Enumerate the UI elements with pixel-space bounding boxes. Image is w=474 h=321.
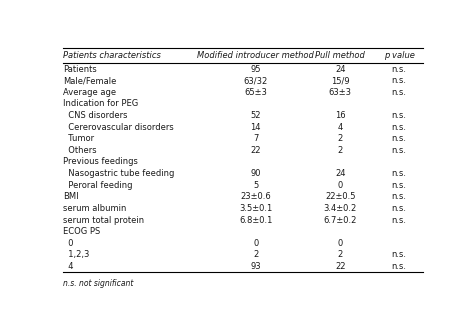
Text: 22±0.5: 22±0.5 — [325, 192, 356, 201]
Text: 3.5±0.1: 3.5±0.1 — [239, 204, 273, 213]
Text: 63/32: 63/32 — [244, 76, 268, 85]
Text: 22: 22 — [335, 262, 346, 271]
Text: 3.4±0.2: 3.4±0.2 — [324, 204, 357, 213]
Text: Tumor: Tumor — [63, 134, 94, 143]
Text: n.s.: n.s. — [392, 146, 407, 155]
Text: 14: 14 — [251, 123, 261, 132]
Text: 63±3: 63±3 — [329, 88, 352, 97]
Text: n.s.: n.s. — [392, 134, 407, 143]
Text: Indication for PEG: Indication for PEG — [63, 100, 138, 108]
Text: 65±3: 65±3 — [244, 88, 267, 97]
Text: 2: 2 — [337, 146, 343, 155]
Text: 0: 0 — [337, 239, 343, 248]
Text: 6.7±0.2: 6.7±0.2 — [324, 216, 357, 225]
Text: n.s.: n.s. — [392, 181, 407, 190]
Text: n.s.: n.s. — [392, 262, 407, 271]
Text: n.s.: n.s. — [392, 216, 407, 225]
Text: 16: 16 — [335, 111, 346, 120]
Text: 0: 0 — [253, 239, 258, 248]
Text: Previous feedings: Previous feedings — [63, 158, 138, 167]
Text: 2: 2 — [337, 134, 343, 143]
Text: 23±0.6: 23±0.6 — [240, 192, 271, 201]
Text: 24: 24 — [335, 65, 346, 74]
Text: serum albumin: serum albumin — [63, 204, 126, 213]
Text: 7: 7 — [253, 134, 258, 143]
Text: 5: 5 — [253, 181, 258, 190]
Text: Male/Female: Male/Female — [63, 76, 116, 85]
Text: n.s.: n.s. — [392, 76, 407, 85]
Text: serum total protein: serum total protein — [63, 216, 144, 225]
Text: Pull method: Pull method — [315, 51, 365, 60]
Text: 6.8±0.1: 6.8±0.1 — [239, 216, 273, 225]
Text: Others: Others — [63, 146, 97, 155]
Text: 95: 95 — [251, 65, 261, 74]
Text: 93: 93 — [250, 262, 261, 271]
Text: p value: p value — [383, 51, 414, 60]
Text: 22: 22 — [251, 146, 261, 155]
Text: 90: 90 — [251, 169, 261, 178]
Text: n.s.: n.s. — [392, 192, 407, 201]
Text: Average age: Average age — [63, 88, 116, 97]
Text: 0: 0 — [337, 181, 343, 190]
Text: Patients: Patients — [63, 65, 97, 74]
Text: 15/9: 15/9 — [331, 76, 350, 85]
Text: BMI: BMI — [63, 192, 79, 201]
Text: 4: 4 — [63, 262, 73, 271]
Text: ECOG PS: ECOG PS — [63, 227, 100, 236]
Text: 24: 24 — [335, 169, 346, 178]
Text: 52: 52 — [251, 111, 261, 120]
Text: 0: 0 — [63, 239, 73, 248]
Text: n.s.: n.s. — [392, 204, 407, 213]
Text: n.s.: n.s. — [392, 169, 407, 178]
Text: n.s.: n.s. — [392, 88, 407, 97]
Text: Peroral feeding: Peroral feeding — [63, 181, 132, 190]
Text: n.s.: n.s. — [392, 111, 407, 120]
Text: 2: 2 — [253, 250, 258, 259]
Text: 2: 2 — [337, 250, 343, 259]
Text: n.s.: n.s. — [392, 65, 407, 74]
Text: 1,2,3: 1,2,3 — [63, 250, 89, 259]
Text: n.s. not significant: n.s. not significant — [63, 279, 133, 288]
Text: 4: 4 — [337, 123, 343, 132]
Text: Patients characteristics: Patients characteristics — [63, 51, 161, 60]
Text: Nasogastric tube feeding: Nasogastric tube feeding — [63, 169, 174, 178]
Text: n.s.: n.s. — [392, 123, 407, 132]
Text: Cererovascular disorders: Cererovascular disorders — [63, 123, 173, 132]
Text: n.s.: n.s. — [392, 250, 407, 259]
Text: CNS disorders: CNS disorders — [63, 111, 128, 120]
Text: Modified introducer method: Modified introducer method — [197, 51, 314, 60]
